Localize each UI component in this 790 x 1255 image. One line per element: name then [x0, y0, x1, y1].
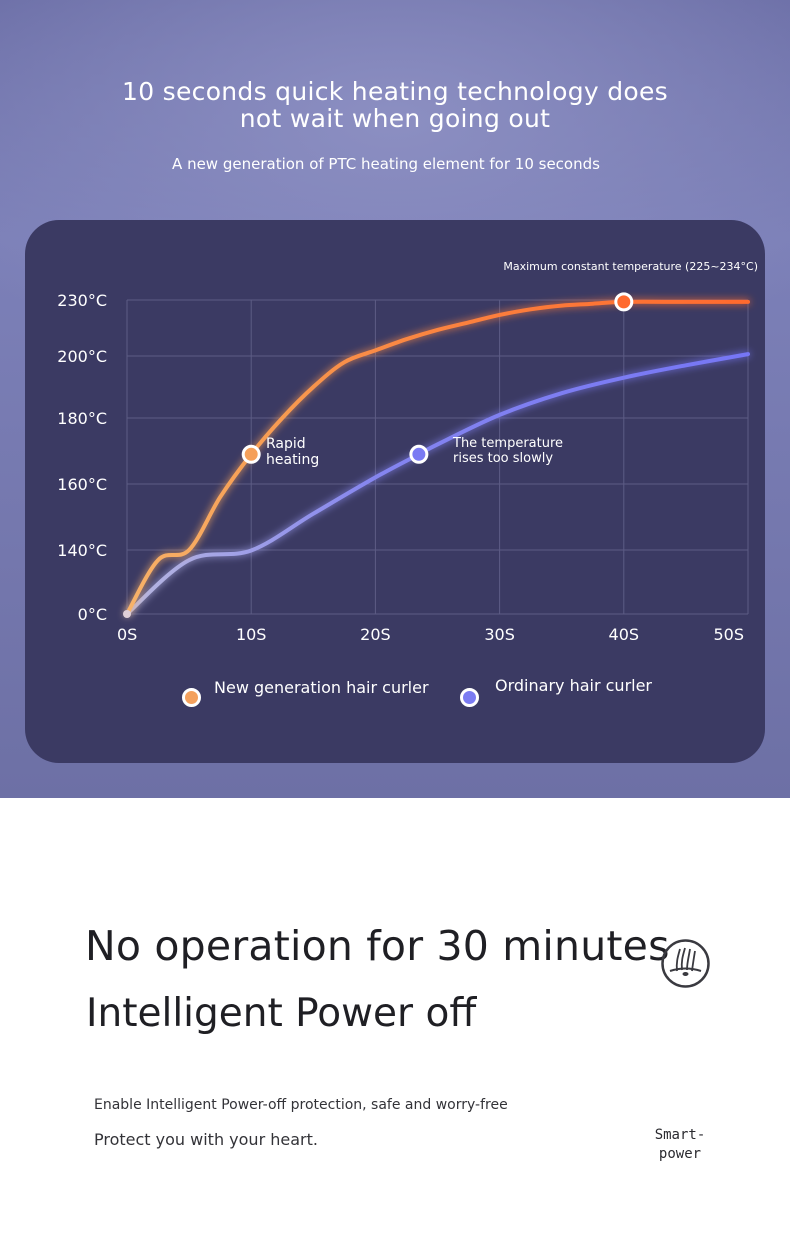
rapid-heating-label: Rapid heating: [266, 436, 319, 468]
series-line-new-generation: [125, 299, 750, 616]
power-off-description: Enable Intelligent Power-off protection,…: [94, 1097, 508, 1113]
hero-title: 10 seconds quick heating technology does…: [121, 77, 668, 133]
smart-power-label: Smart-power: [654, 1127, 706, 1162]
x-tick-label: 0S: [117, 625, 137, 644]
marker-max-temperature: [614, 292, 634, 312]
max-temperature-annotation: Maximum constant temperature (225~234°C): [503, 260, 758, 273]
y-tick-label: 160°C: [57, 475, 107, 494]
legend-dot-blue: [460, 688, 479, 707]
heating-chart: 0°C 140°C 160°C 180°C 200°C 230°C 0S 10S 20S 30S 4…: [57, 260, 758, 644]
hero-subtitle: A new generation of PTC heating element …: [172, 155, 600, 173]
x-tick-label: 10S: [236, 625, 267, 644]
y-tick-label: 200°C: [57, 347, 107, 366]
y-tick-label: 140°C: [57, 541, 107, 560]
x-tick-label: 20S: [360, 625, 391, 644]
legend-label-new: New generation hair curler: [214, 678, 429, 697]
power-off-tagline: Protect you with your heart.: [94, 1130, 318, 1149]
power-off-title-line2: Intelligent Power off: [86, 991, 477, 1036]
chart-card: 0°C 140°C 160°C 180°C 200°C 230°C 0S 10S 20S 30S 4…: [25, 220, 765, 763]
legend-dot-orange: [182, 688, 201, 707]
x-tick-label: 50S: [713, 625, 744, 644]
marker-slow-rise: [409, 444, 429, 464]
hero-section: 10 seconds quick heating technology does…: [0, 0, 790, 798]
legend-label-ordinary: Ordinary hair curler: [495, 676, 653, 695]
marker-rapid-heating: [241, 444, 261, 464]
y-tick-label: 0°C: [78, 605, 107, 624]
x-tick-label: 30S: [484, 625, 515, 644]
y-tick-label: 230°C: [57, 291, 107, 310]
y-tick-label: 180°C: [57, 409, 107, 428]
power-off-title-line1: No operation for 30 minutes: [85, 922, 670, 970]
marker-origin: [123, 610, 131, 618]
slow-rise-label: The temperature rises too slowly: [452, 436, 563, 466]
hair-follicle-icon: [661, 939, 710, 988]
x-tick-label: 40S: [609, 625, 640, 644]
